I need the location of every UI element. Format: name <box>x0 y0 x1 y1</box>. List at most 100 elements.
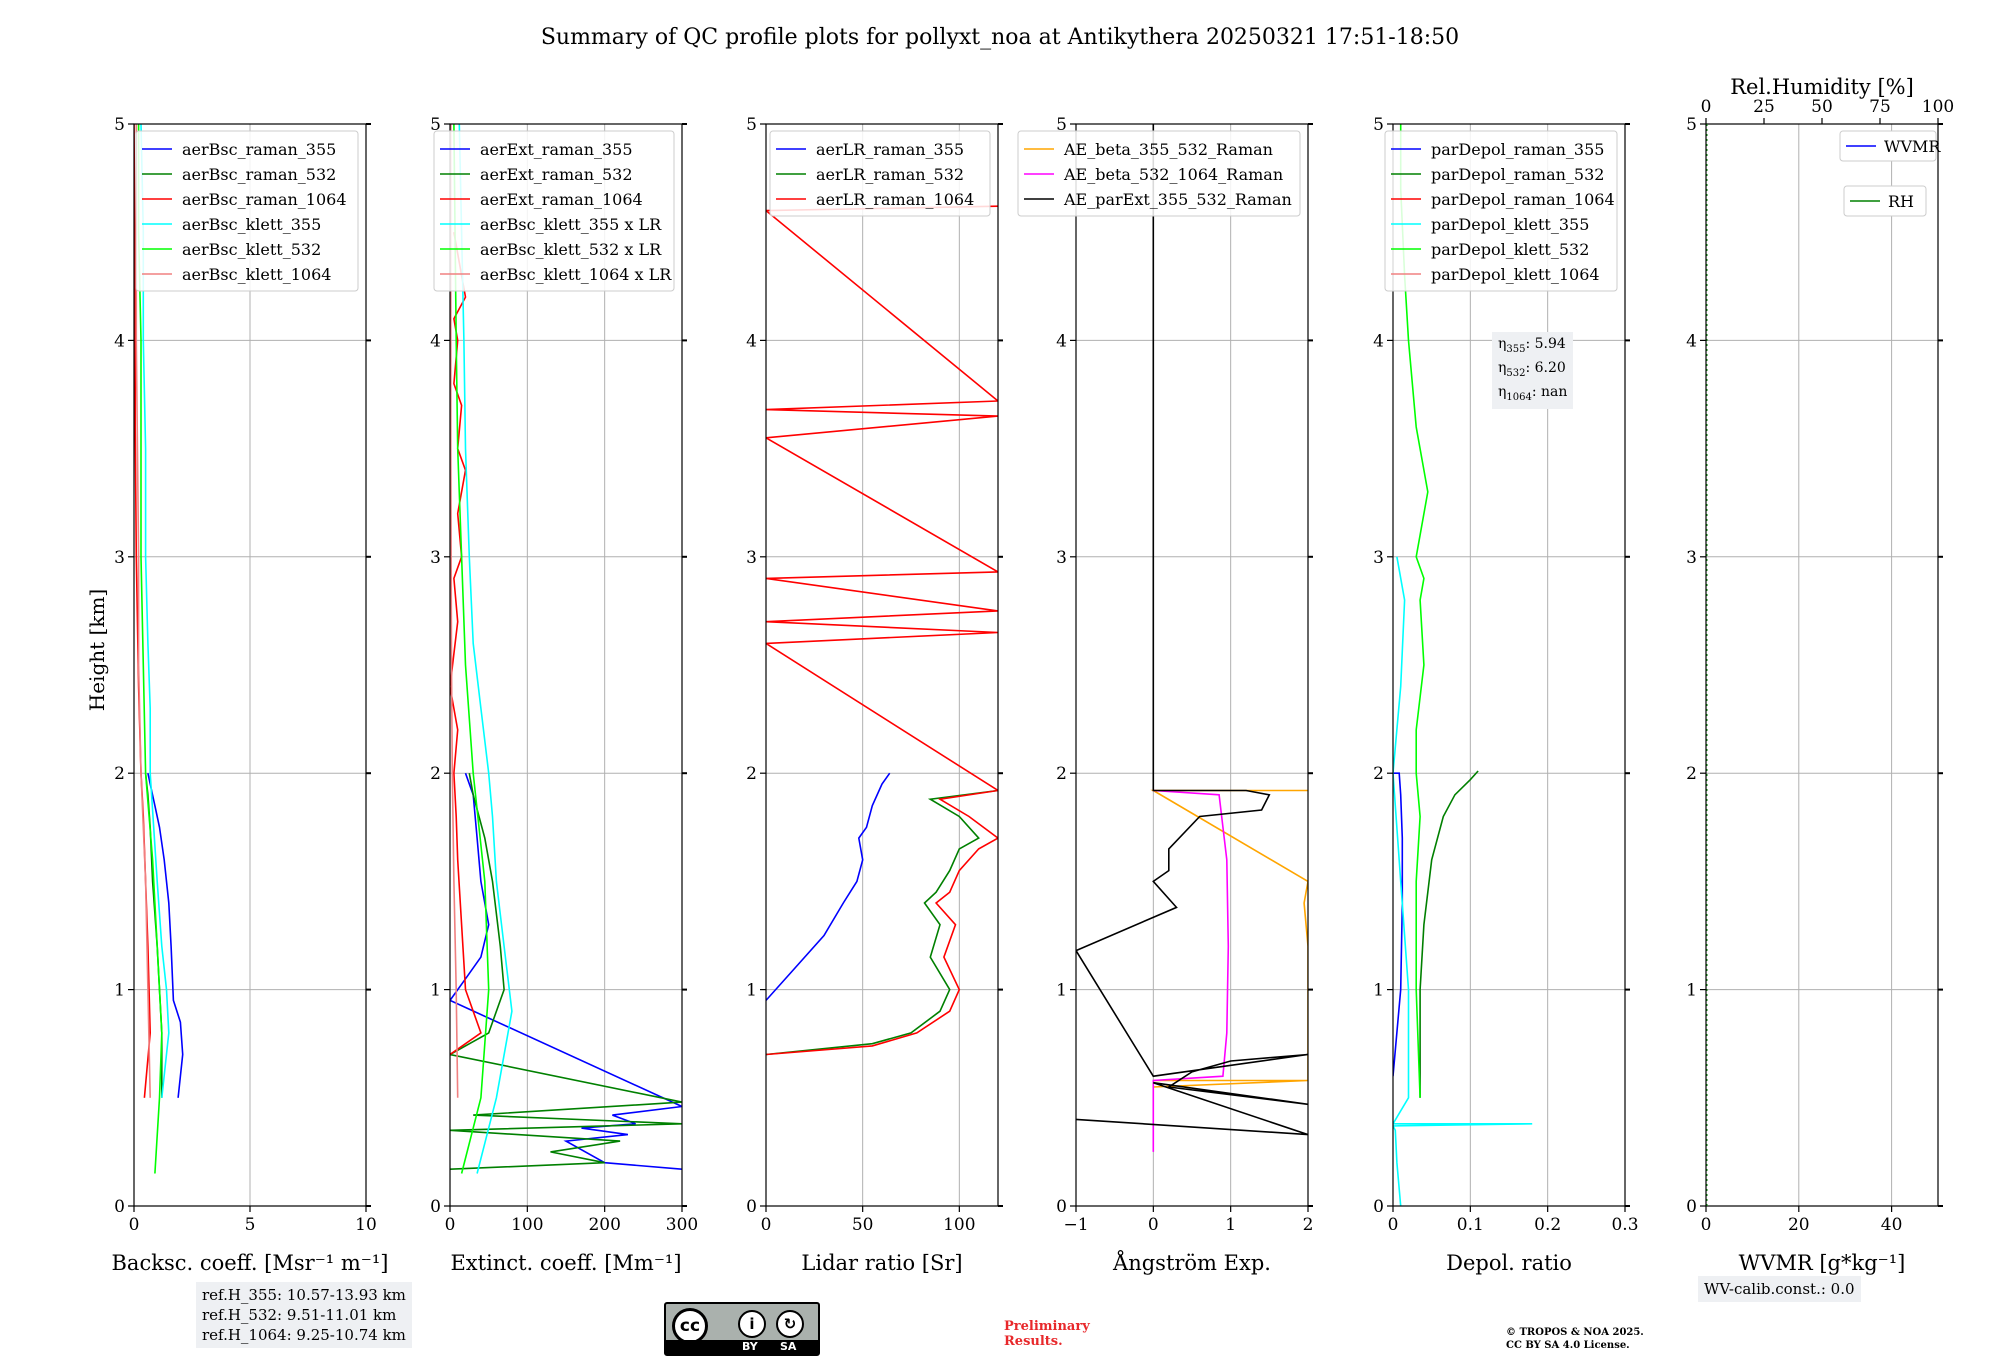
series-line-aerbsc-klett-355 <box>140 124 170 1098</box>
series-line-ae-beta-355-532-raman <box>1150 789 1308 1088</box>
y-tick-label: 5 <box>1373 115 1384 135</box>
legend-box <box>433 130 675 292</box>
x-axis-label: Depol. ratio <box>1446 1251 1572 1275</box>
x-tick-label: 50 <box>852 1215 874 1235</box>
x-tick-label: 0 <box>761 1215 772 1235</box>
y-tick-label: 0 <box>1373 1197 1384 1217</box>
y-tick-label: 1 <box>1373 981 1384 1001</box>
axes-frame <box>449 123 683 1207</box>
series-line-pardepol-raman-532 <box>1419 770 1479 1098</box>
legend-entry: aerBsc_klett_532 x LR <box>480 240 662 259</box>
x-tick-label: 20 <box>1788 1215 1810 1235</box>
sa-label: SA <box>780 1340 797 1353</box>
y-tick-label: 4 <box>1686 331 1697 351</box>
ref-height-532: ref.H_532: 9.51-11.01 km <box>202 1306 397 1324</box>
legend: aerBsc_raman_355 aerBsc_raman_532 aerBsc_r… <box>135 130 359 292</box>
x-tick-label: −1 <box>1063 1215 1088 1235</box>
series-line-pardepol-raman-355 <box>1393 772 1404 1077</box>
axes-frame <box>765 123 999 1207</box>
y-tick-label: 0 <box>114 1197 125 1217</box>
legend: parDepol_raman_355 parDepol_raman_532 parD… <box>1384 130 1618 292</box>
legend-entry: aerBsc_klett_1064 x LR <box>480 265 672 284</box>
y-tick-label: 4 <box>1056 331 1067 351</box>
legend-entry: parDepol_raman_1064 <box>1431 190 1615 209</box>
panel-3: 0 50 100 0 1 2 3 4 5 Lidar ratio [Sr] aerLR_raman_… <box>746 115 1003 1275</box>
x-tick-label: 0.1 <box>1457 1215 1484 1235</box>
legend-box <box>1384 130 1618 292</box>
x-axis-label: Backsc. coeff. [Msr⁻¹ m⁻¹] <box>112 1251 389 1275</box>
x-tick-label: 100 <box>943 1215 975 1235</box>
series-line-aerbsc-klett-1064 <box>135 124 151 1098</box>
legend-entry: aerBsc_raman_355 <box>182 140 336 159</box>
y-tick-label: 1 <box>746 981 757 1001</box>
cc-license-badge: cc i ↻ BY SA <box>664 1302 820 1356</box>
y-tick-label: 1 <box>1686 981 1697 1001</box>
legend-entry: RH <box>1888 192 1914 211</box>
x-tick-label: 2 <box>1303 1215 1314 1235</box>
x-axis-label: Lidar ratio [Sr] <box>801 1251 962 1275</box>
legend-entry: aerLR_raman_532 <box>816 165 964 184</box>
legend: AE_beta_355_532_Raman AE_beta_532_1064_Ra… <box>1017 130 1301 217</box>
series-line-aerlr-raman-1064 <box>766 205 998 1056</box>
y-tick-label: 0 <box>1686 1197 1697 1217</box>
y-tick-label: 3 <box>746 548 757 568</box>
x-tick-label: 0 <box>1701 1215 1712 1235</box>
y-tick-label: 2 <box>114 764 125 784</box>
legend-entry: aerExt_raman_1064 <box>480 190 643 209</box>
y-tick-label: 5 <box>114 115 125 135</box>
legend-entry: aerBsc_raman_532 <box>182 165 336 184</box>
x-tick-label: 0 <box>445 1215 456 1235</box>
eta-1064: η1064: nan <box>1498 383 1568 403</box>
series-line-aerlr-raman-532 <box>766 789 998 1056</box>
legend: aerLR_raman_355 aerLR_raman_532 aerLR_rama… <box>769 130 991 217</box>
y-tick-label: 3 <box>114 548 125 568</box>
by-person-icon: i <box>738 1310 766 1338</box>
x-tick-label: 0.3 <box>1611 1215 1638 1235</box>
legend-entry: aerBsc_klett_1064 <box>182 265 331 284</box>
panel-1: 0 5 10 0 1 2 3 4 5 Backsc. coeff. [Msr⁻¹ m⁻¹] aerB… <box>112 115 389 1275</box>
y-tick-label: 1 <box>430 981 441 1001</box>
y-tick-label: 5 <box>746 115 757 135</box>
y-tick-label: 3 <box>1373 548 1384 568</box>
legend-entry: aerBsc_klett_355 <box>182 215 321 234</box>
legend-entry: aerExt_raman_355 <box>480 140 633 159</box>
legend-entry: parDepol_klett_355 <box>1431 215 1589 234</box>
x2-axis-label: Rel.Humidity [%] <box>1730 75 1914 99</box>
y-tick-label: 2 <box>1686 764 1697 784</box>
panel-6: 0 20 40 0 1 2 3 4 5 WVMR [g*kg⁻¹] 0 25 50 75 100 Rel.Hu… <box>1686 75 1954 1275</box>
panel-2: 0 100 200 300 0 1 2 3 4 5 Extinct. coeff. [Mm⁻¹] ae… <box>430 115 698 1275</box>
y-tick-label: 0 <box>430 1197 441 1217</box>
x2-tick-label: 50 <box>1811 97 1833 117</box>
y-tick-label: 1 <box>114 981 125 1001</box>
x-tick-label: 0.2 <box>1534 1215 1561 1235</box>
y-tick-label: 1 <box>1056 981 1067 1001</box>
legend-entry: AE_parExt_355_532_Raman <box>1063 190 1292 209</box>
legend-entry: aerBsc_raman_1064 <box>182 190 347 209</box>
series-line-aerbsc-klett-355-x-lr <box>458 124 513 1174</box>
y-tick-label: 2 <box>746 764 757 784</box>
series-line-aerbsc-klett-532-x-lr <box>453 124 490 1174</box>
legend-entry: parDepol_raman_532 <box>1431 165 1604 184</box>
x-axis-label: Extinct. coeff. [Mm⁻¹] <box>450 1251 681 1275</box>
series-line-aerext-raman-355 <box>450 772 682 1170</box>
cc-icon: cc <box>672 1308 708 1344</box>
legend-box <box>135 130 359 292</box>
legend: aerExt_raman_355 aerExt_raman_532 aerExt_r… <box>433 130 675 292</box>
eta-box: η355: 5.94 η532: 6.20 η1064: nan <box>1492 332 1574 410</box>
legend-entry: aerBsc_klett_355 x LR <box>480 215 662 234</box>
legend-entry: aerLR_raman_355 <box>816 140 964 159</box>
x2-tick-label: 75 <box>1869 97 1891 117</box>
series-line-pardepol-klett-532 <box>1399 124 1429 1098</box>
ref-height-1064: ref.H_1064: 9.25-10.74 km <box>202 1326 406 1344</box>
legend-box <box>1839 130 1937 162</box>
y-tick-label: 3 <box>1686 548 1697 568</box>
preliminary-notice: Preliminary Results. <box>1004 1319 1090 1349</box>
x-tick-label: 0 <box>1148 1215 1159 1235</box>
y-tick-label: 5 <box>1686 115 1697 135</box>
x-tick-label: 300 <box>666 1215 698 1235</box>
x-tick-label: 40 <box>1881 1215 1903 1235</box>
y-tick-label: 4 <box>430 331 441 351</box>
y-tick-label: 0 <box>746 1197 757 1217</box>
y-tick-label: 4 <box>114 331 125 351</box>
